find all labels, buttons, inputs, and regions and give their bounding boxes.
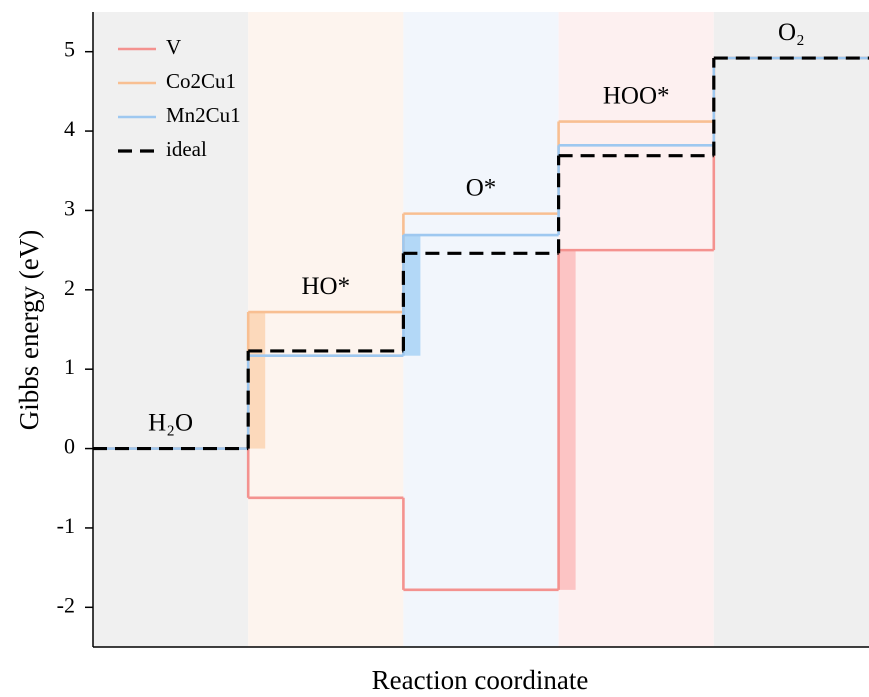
stage-label: H₂O (148, 409, 193, 436)
plot (93, 56, 869, 592)
legend-label: Mn2Cu1 (166, 103, 241, 127)
y-tick-label: 5 (64, 37, 75, 62)
stage-label: O₂ (778, 19, 805, 46)
y-axis-title: Gibbs energy (eV) (14, 230, 44, 430)
bands (93, 12, 869, 647)
pds-highlight (248, 312, 266, 449)
stage-label: HO* (301, 273, 350, 300)
y-tick-label: 2 (64, 275, 75, 300)
legend-label: V (166, 35, 181, 59)
pds-highlight (558, 250, 576, 590)
y-tick-label: 4 (64, 116, 75, 141)
legend-label: ideal (166, 137, 207, 161)
pds-highlight (403, 235, 421, 356)
stage-band (403, 12, 559, 647)
y-tick-label: 1 (64, 354, 75, 379)
stage-label: HOO* (603, 82, 670, 109)
stage-band (558, 12, 714, 647)
y-tick-label: -2 (57, 592, 75, 617)
x-axis-title: Reaction coordinate (372, 665, 589, 695)
stage-band (713, 12, 869, 647)
stage-label: O* (466, 174, 497, 201)
legend-label: Co2Cu1 (166, 69, 236, 93)
y-tick-label: -1 (57, 513, 75, 538)
y-tick-label: 0 (64, 434, 75, 459)
y-tick-label: 3 (64, 195, 75, 220)
stage-band (248, 12, 404, 647)
